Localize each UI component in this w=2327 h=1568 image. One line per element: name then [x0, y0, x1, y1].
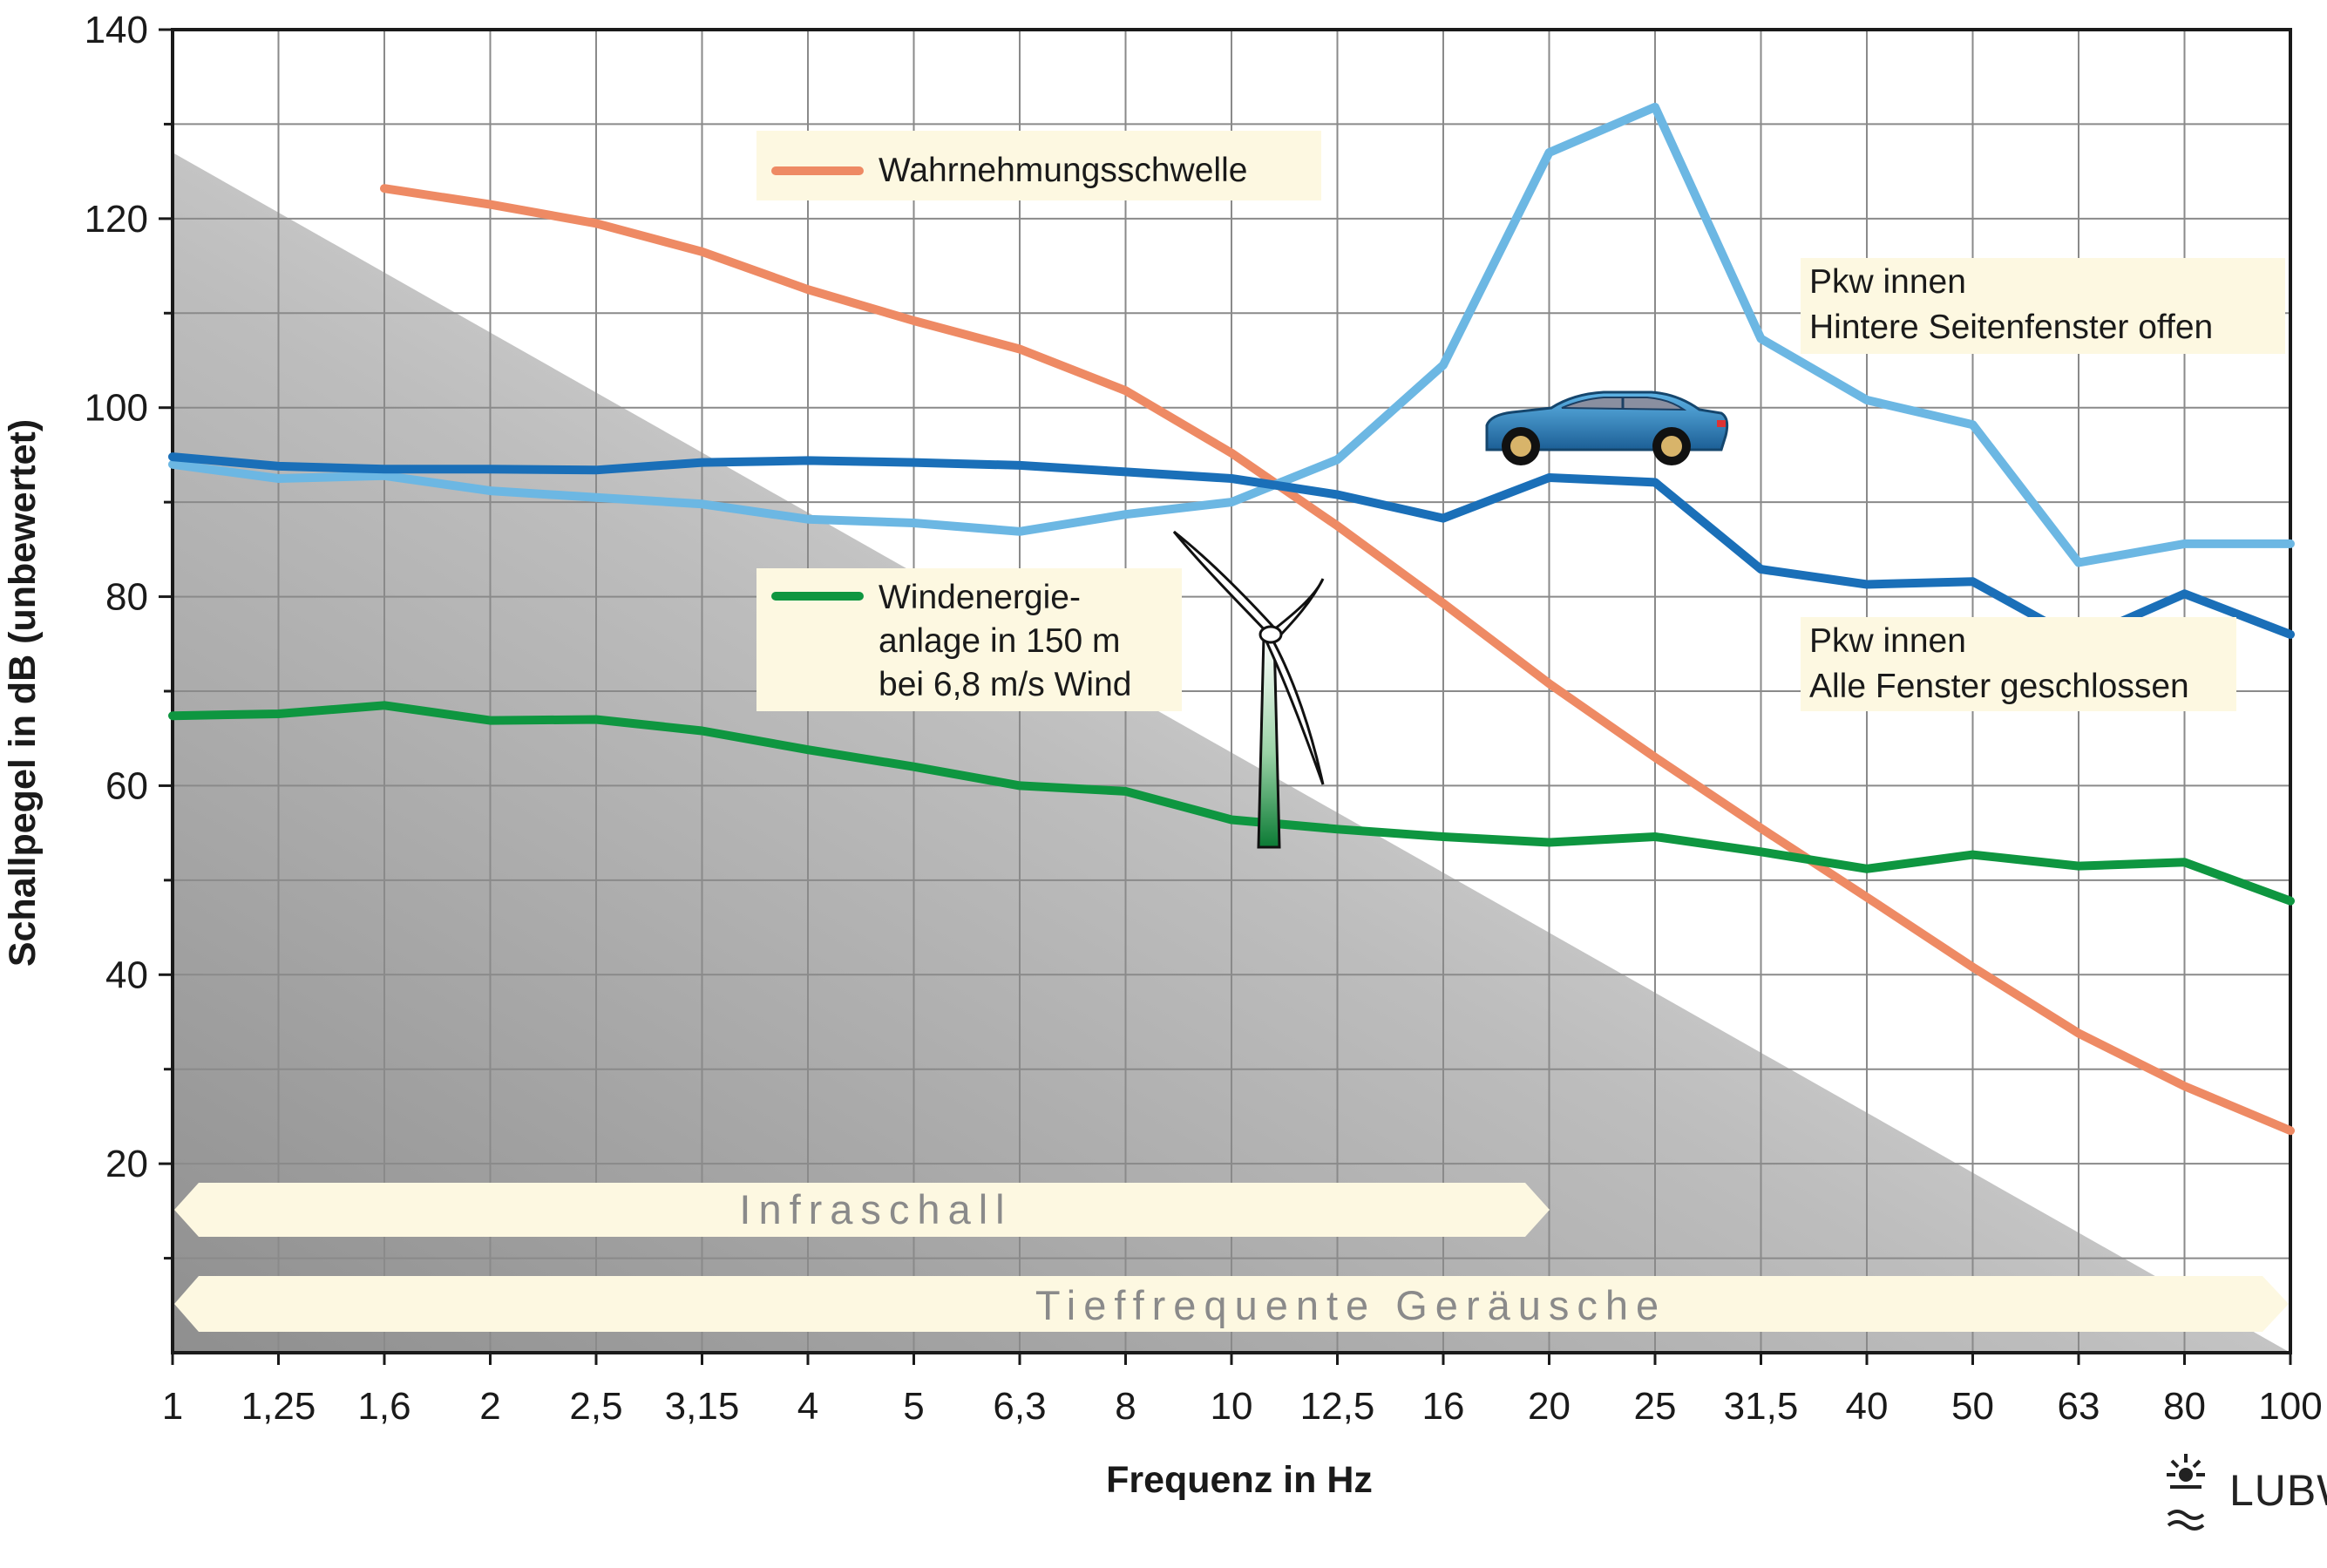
band-tieffrequent-arrow — [174, 1276, 2289, 1332]
lubw-sun-icon — [2167, 1454, 2205, 1531]
legend-car-open-line1: Pkw innen — [1809, 263, 1966, 301]
y-tick-label: 80 — [105, 576, 148, 619]
y-tick-label: 60 — [105, 764, 148, 807]
x-tick-labels: 1 1,25 1,6 2 2,5 3,15 4 5 6,3 8 10 12,5 16 20 25 31,5 40… — [162, 1385, 2323, 1428]
band-infraschall: Infraschall — [174, 1183, 1550, 1237]
x-tick-label: 63 — [2058, 1385, 2100, 1428]
x-tick-label: 2 — [479, 1385, 500, 1428]
legend-car-open: Pkw innen Hintere Seitenfenster offen — [1801, 258, 2285, 354]
x-tick-label: 25 — [1634, 1385, 1677, 1428]
legend-car-open-box — [1801, 258, 2285, 354]
x-tick-label: 6,3 — [993, 1385, 1046, 1428]
car-icon — [1485, 390, 1729, 465]
legend-car-open-line2: Hintere Seitenfenster offen — [1809, 309, 2213, 346]
x-axis-label: Frequenz in Hz — [1106, 1459, 1373, 1501]
y-tick-label: 40 — [105, 954, 148, 996]
x-tick-label: 20 — [1528, 1385, 1571, 1428]
lubw-logo: LUBW — [2167, 1454, 2327, 1531]
legend-wind: Windenergie- anlage in 150 m bei 6,8 m/s… — [756, 568, 1182, 711]
axes — [159, 28, 2292, 1365]
legend-threshold-box — [756, 131, 1321, 200]
x-tick-label: 1,6 — [357, 1385, 410, 1428]
x-tick-label: 4 — [797, 1385, 818, 1428]
series-line-car_closed — [168, 452, 2295, 645]
x-tick-label: 50 — [1951, 1385, 1994, 1428]
legend-car-closed-line2: Alle Fenster geschlossen — [1809, 668, 2189, 705]
legend-car-closed: Pkw innen Alle Fenster geschlossen — [1801, 617, 2236, 711]
x-tick-label: 40 — [1846, 1385, 1889, 1428]
y-axis-label: Schallpegel in dB (unbewertet) — [2, 419, 44, 967]
x-tick-label: 5 — [903, 1385, 924, 1428]
band-tieffrequent-label: Tieffrequente Geräusche — [1035, 1282, 1666, 1328]
x-tick-label: 8 — [1115, 1385, 1136, 1428]
legend-car-closed-line1: Pkw innen — [1809, 622, 1966, 660]
legend-wind-label-line1: Windenergie- — [879, 579, 1081, 616]
x-tick-label: 1 — [162, 1385, 183, 1428]
series-line-threshold — [380, 184, 2295, 1136]
series-group — [168, 102, 2295, 1136]
band-infraschall-label: Infraschall — [739, 1186, 1012, 1232]
band-infraschall-arrow — [174, 1183, 1550, 1237]
x-tick-label: 16 — [1422, 1385, 1465, 1428]
x-tick-label: 12,5 — [1300, 1385, 1375, 1428]
wind-turbine-icon — [1172, 530, 1325, 849]
legend-wind-label-line3: bei 6,8 m/s Wind — [879, 666, 1131, 703]
y-tick-label: 20 — [105, 1143, 148, 1185]
legend-threshold: Wahrnehmungsschwelle — [756, 131, 1321, 200]
x-tick-label: 100 — [2258, 1385, 2322, 1428]
series-line-car_open — [168, 102, 2295, 567]
x-tick-label: 3,15 — [665, 1385, 740, 1428]
x-tick-label: 31,5 — [1724, 1385, 1799, 1428]
x-tick-label: 1,25 — [241, 1385, 316, 1428]
lubw-logo-text: LUBW — [2229, 1466, 2327, 1515]
band-tieffrequent: Tieffrequente Geräusche — [174, 1276, 2289, 1332]
legend-threshold-label: Wahrnehmungsschwelle — [879, 152, 1247, 189]
legend-car-closed-box — [1801, 617, 2236, 711]
x-tick-label: 10 — [1211, 1385, 1253, 1428]
x-tick-label: 80 — [2163, 1385, 2206, 1428]
legend-wind-label-line2: anlage in 150 m — [879, 622, 1121, 660]
y-tick-label: 140 — [85, 9, 148, 51]
y-tick-label: 100 — [85, 387, 148, 430]
x-tick-label: 2,5 — [569, 1385, 622, 1428]
y-tick-label: 120 — [85, 198, 148, 241]
y-tick-labels: 20 40 60 80 100 120 140 — [85, 9, 148, 1185]
series-line-wind — [168, 701, 2295, 906]
